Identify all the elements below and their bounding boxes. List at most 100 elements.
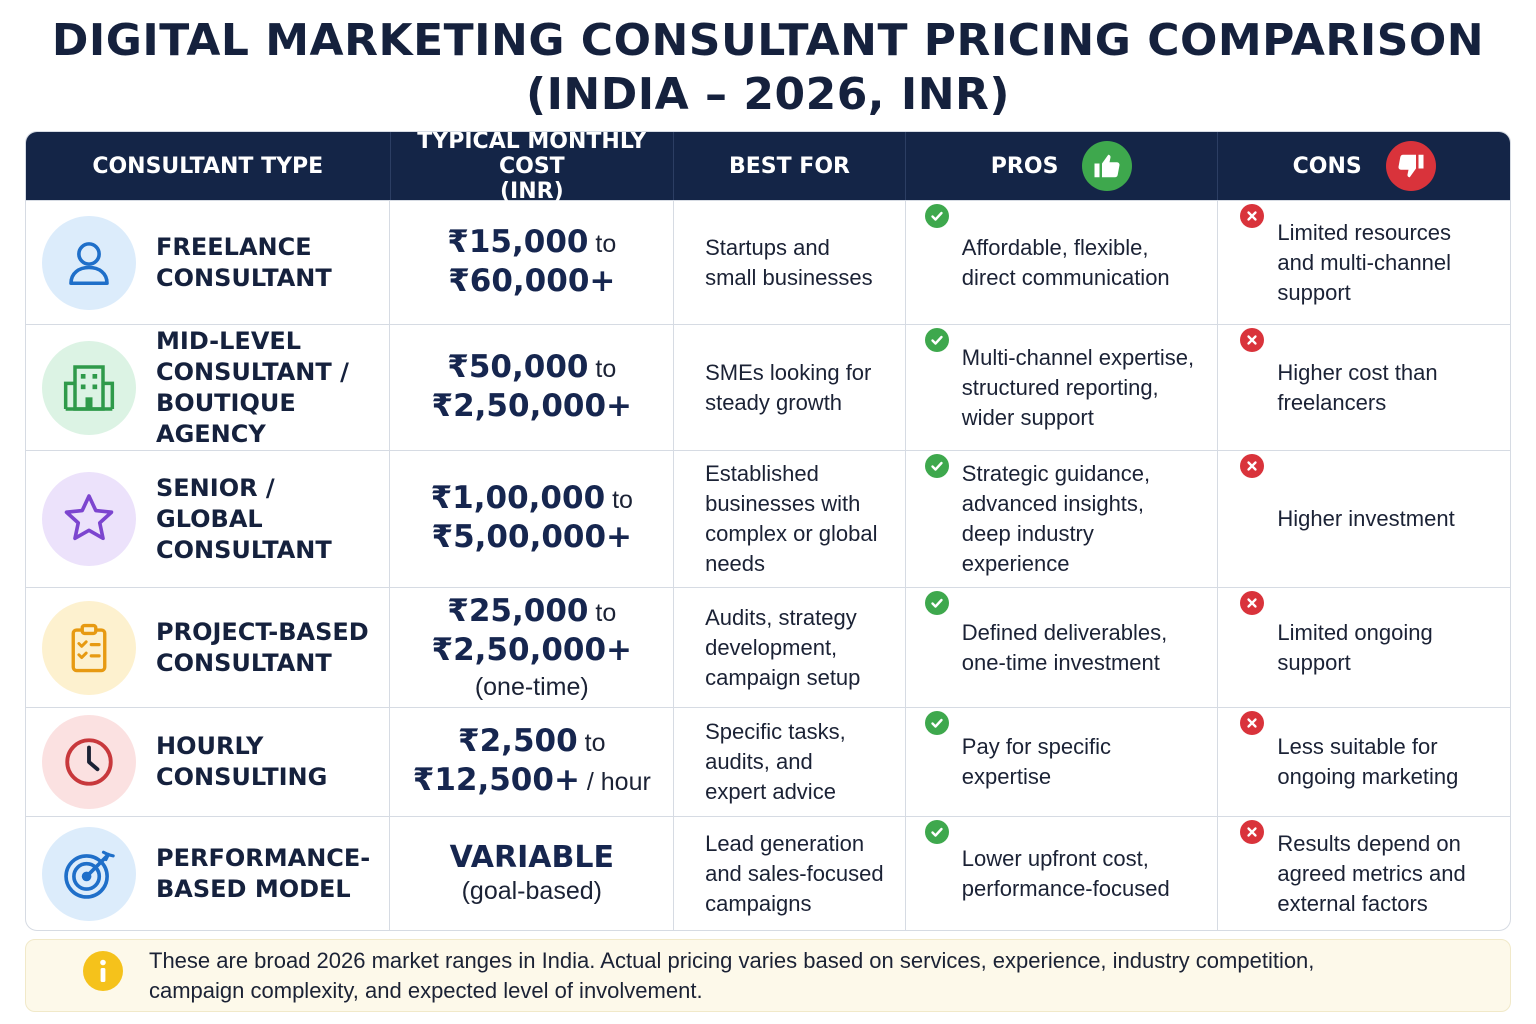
cost-to-word: to	[612, 486, 633, 514]
cons-cell: Less suitable for ongoing marketing	[1218, 708, 1510, 816]
cost-cell: ₹2,500 to ₹12,500+ / hour	[390, 708, 675, 816]
cost-to-word: to	[595, 354, 617, 383]
pros-cell: Strategic guidance, advanced insights, d…	[906, 451, 1219, 587]
consultant-name-line: BASED MODEL	[156, 874, 351, 903]
consultant-type-cell: SENIOR / GLOBAL CONSULTANT	[26, 451, 391, 587]
x-circle-icon	[1240, 820, 1265, 844]
x-circle-icon	[1240, 454, 1265, 478]
pros-line: performance-focused	[961, 875, 1170, 901]
cost-upto: ₹60,000+	[448, 262, 616, 299]
cons-line: support	[1277, 649, 1351, 675]
title-line-1: DIGITAL MARKETING CONSULTANT PRICING COM…	[51, 15, 1485, 66]
pros-line: wider support	[961, 404, 1094, 430]
cons-line: Results depend on	[1277, 830, 1461, 856]
best-for-line: campaign setup	[705, 664, 861, 690]
best-for-line: Audits, strategy	[705, 604, 857, 630]
check-circle-icon	[924, 820, 949, 844]
best-for-line: complex or global	[705, 521, 878, 546]
header-consultant-type: CONSULTANT TYPE	[26, 132, 391, 200]
consultant-name-line: SENIOR / GLOBAL	[156, 473, 275, 533]
consultant-name-line: PERFORMANCE-	[156, 843, 371, 872]
footnote-text: These are broad 2026 market ranges in In…	[149, 946, 1489, 1006]
consultant-type-cell: HOURLY CONSULTING	[26, 708, 391, 816]
cons-line: Higher cost than	[1277, 359, 1438, 385]
table-row: FREELANCE CONSULTANT ₹15,000 to ₹60,000+…	[26, 200, 1510, 324]
header-cost-line-1: TYPICAL MONTHLY COST	[417, 131, 647, 179]
cons-line: ongoing marketing	[1277, 764, 1459, 789]
best-for-cell: Audits, strategy development, campaign s…	[674, 588, 906, 707]
cost-unit: / hour	[586, 768, 651, 796]
pros-cell: Lower upfront cost, performance-focused	[906, 817, 1219, 930]
pros-line: advanced insights,	[961, 491, 1145, 516]
pricing-table: CONSULTANT TYPE TYPICAL MONTHLY COST (IN…	[25, 131, 1511, 931]
thumbs-down-icon	[1385, 141, 1436, 191]
best-for-line: Specific tasks,	[705, 719, 846, 744]
best-for-cell: Specific tasks, audits, and expert advic…	[674, 708, 906, 816]
cons-line: and multi-channel	[1277, 249, 1452, 275]
best-for-line: development,	[705, 634, 838, 660]
best-for-line: Established	[705, 461, 819, 486]
cost-note: (goal-based)	[461, 876, 602, 905]
pros-cell: Affordable, flexible, direct communicati…	[906, 201, 1219, 324]
pros-line: Multi-channel expertise,	[961, 344, 1195, 370]
thumbs-up-icon	[1082, 141, 1133, 191]
cons-cell: Limited resources and multi-channel supp…	[1218, 201, 1510, 324]
cost-to-word: to	[595, 229, 617, 258]
consultant-name-line: CONSULTANT	[156, 263, 332, 292]
best-for-line: and sales-focused	[705, 860, 884, 886]
best-for-line: steady growth	[705, 389, 843, 415]
header-monthly-cost: TYPICAL MONTHLY COST (INR)	[391, 131, 675, 204]
best-for-line: needs	[705, 551, 766, 576]
cost-to-word: to	[584, 729, 606, 757]
consultant-name-line: PROJECT-BASED	[156, 617, 369, 646]
best-for-line: small businesses	[705, 264, 873, 290]
pros-line: Defined deliverables,	[961, 619, 1168, 645]
pros-line: expertise	[961, 764, 1052, 789]
best-for-line: Lead generation	[705, 830, 865, 856]
info-icon	[83, 951, 123, 991]
pros-line: structured reporting,	[961, 374, 1159, 400]
cost-upto: ₹2,50,000+	[431, 387, 633, 424]
cons-line: freelancers	[1277, 389, 1387, 415]
check-circle-icon	[924, 204, 949, 228]
consultant-name-line: HOURLY	[156, 732, 264, 760]
consultant-name-line: CONSULTANT	[156, 648, 332, 677]
x-circle-icon	[1240, 204, 1265, 228]
cost-from: ₹25,000	[447, 592, 589, 629]
consultant-type-cell: MID-LEVEL CONSULTANT / BOUTIQUE AGENCY	[26, 325, 391, 450]
cons-line: Higher investment	[1277, 506, 1455, 531]
pros-cell: Defined deliverables, one-time investmen…	[906, 588, 1219, 707]
best-for-line: Startups and	[705, 234, 830, 260]
clock-icon	[42, 715, 136, 809]
consultant-name-line: CONSULTANT	[156, 535, 332, 564]
cost-from: ₹1,00,000	[430, 480, 606, 516]
pros-line: direct communication	[961, 264, 1170, 290]
best-for-line: expert advice	[705, 779, 836, 804]
pros-line: Pay for specific	[961, 734, 1111, 759]
header-cons-label: CONS	[1292, 153, 1362, 179]
cost-variable: VARIABLE	[449, 839, 614, 875]
pros-line: Lower upfront cost,	[961, 845, 1149, 871]
pros-line: Affordable, flexible,	[961, 234, 1149, 260]
check-circle-icon	[924, 454, 949, 478]
header-cons: CONS	[1218, 132, 1510, 200]
header-pros: PROS	[906, 132, 1219, 200]
best-for-cell: Lead generation and sales-focused campai…	[674, 817, 906, 930]
x-circle-icon	[1240, 711, 1265, 735]
cons-cell: Results depend on agreed metrics and ext…	[1218, 817, 1510, 930]
table-row: PROJECT-BASED CONSULTANT ₹25,000 to ₹2,5…	[26, 587, 1510, 707]
cost-from: ₹15,000	[447, 223, 589, 260]
cons-cell: Higher cost than freelancers	[1218, 325, 1510, 450]
pros-line: experience	[961, 551, 1070, 576]
consultant-type-cell: FREELANCE CONSULTANT	[26, 201, 391, 324]
best-for-cell: Established businesses with complex or g…	[674, 451, 906, 587]
user-icon	[42, 215, 136, 310]
cons-line: Limited resources	[1277, 219, 1452, 245]
header-cost-line-2: (INR)	[500, 178, 564, 204]
consultant-type-cell: PROJECT-BASED CONSULTANT	[26, 588, 391, 707]
cost-to-word: to	[595, 598, 617, 627]
cost-cell: ₹1,00,000 to ₹5,00,000+	[390, 451, 675, 587]
pros-cell: Multi-channel expertise, structured repo…	[906, 325, 1219, 450]
cost-note: (one-time)	[474, 672, 589, 701]
consultant-name-line: CONSULTING	[156, 763, 328, 791]
